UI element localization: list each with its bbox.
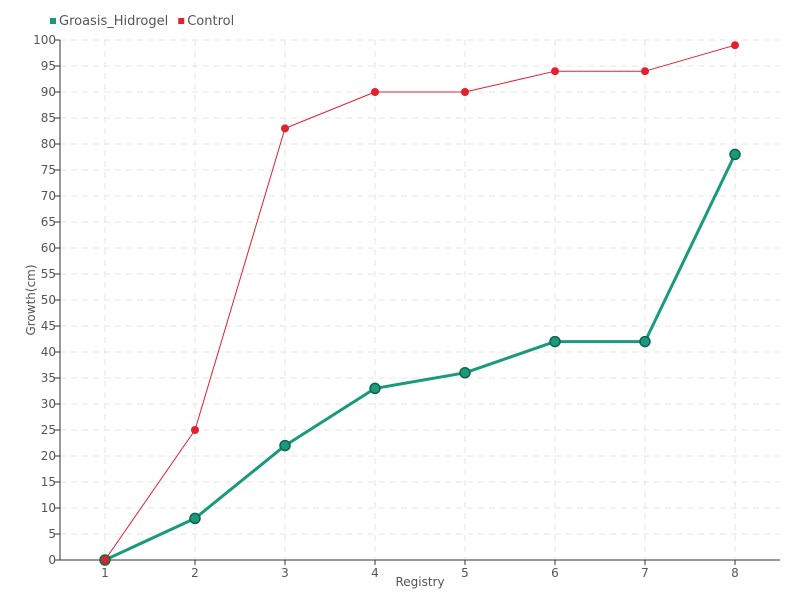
data-point <box>371 88 379 96</box>
y-tick-label: 30 <box>41 397 56 411</box>
legend-label: Control <box>187 14 234 29</box>
grid-lines <box>60 39 780 560</box>
x-tick-label: 4 <box>371 566 379 580</box>
series-line-groasis-hidrogel <box>104 153 737 562</box>
y-tick-label: 15 <box>41 475 56 489</box>
series-layer <box>99 41 741 566</box>
legend-swatch <box>178 18 185 24</box>
y-tick-label: 90 <box>41 85 56 99</box>
y-tick-label: 40 <box>41 345 56 359</box>
y-tick-label: 95 <box>41 59 56 73</box>
y-tick-label: 85 <box>41 111 56 125</box>
y-axis-ticks: 0 5 10 15 20 25 30 35 40 45 50 55 60 65 70 75 80 85 90 95 10… <box>33 33 60 567</box>
x-axis-label: Registry <box>395 575 444 589</box>
y-tick-label: 70 <box>41 189 56 203</box>
x-tick-label: 5 <box>461 566 469 580</box>
y-tick-label: 50 <box>41 293 56 307</box>
y-tick-label: 25 <box>41 423 56 437</box>
data-point <box>101 556 109 564</box>
data-point <box>729 148 741 161</box>
y-tick-label: 75 <box>41 163 56 177</box>
series-line-control <box>104 44 736 561</box>
data-point <box>461 88 469 96</box>
data-point <box>369 382 381 395</box>
axes <box>59 40 780 561</box>
legend-swatch <box>50 18 56 24</box>
data-point <box>549 335 561 348</box>
y-tick-label: 65 <box>41 215 56 229</box>
data-point <box>189 512 201 525</box>
x-tick-label: 3 <box>281 566 289 580</box>
x-tick-label: 2 <box>191 566 199 580</box>
data-point <box>731 41 739 50</box>
x-tick-label: 7 <box>641 566 649 580</box>
y-tick-label: 20 <box>41 449 56 463</box>
data-point <box>279 439 291 452</box>
legend-label: Groasis_Hidrogel <box>59 14 168 29</box>
data-point <box>641 67 649 76</box>
y-tick-label: 10 <box>41 501 56 515</box>
data-point <box>281 124 289 133</box>
x-tick-label: 6 <box>551 566 559 580</box>
y-tick-label: 35 <box>41 371 56 385</box>
y-tick-label: 100 <box>33 33 56 47</box>
y-axis-label: Growth(cm) <box>24 264 38 335</box>
data-point <box>459 367 471 379</box>
data-point <box>639 335 651 348</box>
data-point <box>551 67 559 76</box>
y-tick-label: 60 <box>41 241 56 255</box>
y-tick-label: 55 <box>41 267 56 281</box>
data-point <box>191 426 199 434</box>
legend: Groasis_Hidrogel Control <box>50 14 234 29</box>
x-tick-label: 8 <box>731 566 739 580</box>
y-tick-label: 45 <box>41 319 56 333</box>
y-tick-label: 5 <box>48 527 56 541</box>
y-tick-label: 80 <box>41 137 56 151</box>
x-axis-ticks: 1 2 3 4 5 6 7 8 <box>101 560 739 580</box>
y-tick-label: 0 <box>48 553 56 567</box>
x-tick-label: 1 <box>101 566 109 580</box>
